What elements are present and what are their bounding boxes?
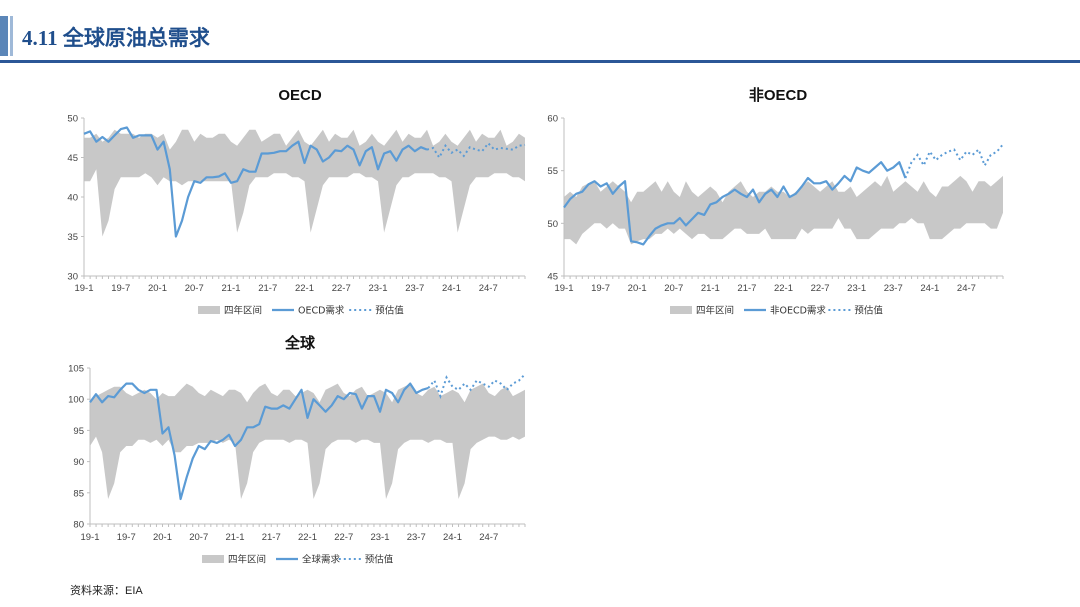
y-tick-label: 45 xyxy=(67,153,78,164)
y-tick-label: 35 xyxy=(67,232,78,243)
legend-label-band: 四年区间 xyxy=(228,554,266,566)
x-tick-label: 20-1 xyxy=(628,283,647,294)
band-area xyxy=(90,383,525,499)
x-tick-label: 24-7 xyxy=(957,283,976,294)
header-divider xyxy=(0,60,1080,63)
y-tick-label: 100 xyxy=(68,395,84,406)
x-tick-label: 22-7 xyxy=(334,532,353,543)
legend-label-actual: 全球需求 xyxy=(302,554,341,566)
x-tick-label: 19-7 xyxy=(591,283,610,294)
y-tick-label: 30 xyxy=(67,272,78,283)
x-tick-label: 23-1 xyxy=(370,532,389,543)
x-tick-label: 23-1 xyxy=(847,283,866,294)
x-tick-label: 20-7 xyxy=(189,532,208,543)
x-tick-label: 22-1 xyxy=(298,532,317,543)
x-tick-label: 19-1 xyxy=(80,532,99,543)
x-tick-label: 19-7 xyxy=(111,283,130,294)
x-tick-label: 23-1 xyxy=(368,283,387,294)
legend-swatch-band xyxy=(198,306,220,314)
header-accent-bar xyxy=(0,16,8,56)
y-tick-label: 85 xyxy=(73,488,84,499)
x-tick-label: 19-1 xyxy=(554,283,573,294)
x-tick-label: 24-1 xyxy=(442,283,461,294)
x-tick-label: 21-7 xyxy=(258,283,277,294)
page-title: 4.11 全球原油总需求 xyxy=(22,26,210,50)
x-tick-label: 23-7 xyxy=(405,283,424,294)
actual-line xyxy=(563,161,907,246)
legend-label-band: 四年区间 xyxy=(224,305,262,317)
chart-title: 非OECD xyxy=(749,86,808,104)
legend-label-actual: 非OECD需求 xyxy=(770,305,826,317)
y-tick-label: 50 xyxy=(67,114,78,125)
x-tick-label: 24-7 xyxy=(479,532,498,543)
chart-title: OECD xyxy=(278,87,322,104)
x-tick-label: 20-1 xyxy=(148,283,167,294)
chart-title: 全球 xyxy=(284,334,316,352)
y-tick-label: 95 xyxy=(73,426,84,437)
header-accent-bar-light xyxy=(10,16,13,56)
x-tick-label: 20-7 xyxy=(664,283,683,294)
y-tick-label: 90 xyxy=(73,457,84,468)
x-tick-label: 20-7 xyxy=(185,283,204,294)
x-tick-label: 23-7 xyxy=(884,283,903,294)
x-tick-label: 22-7 xyxy=(811,283,830,294)
x-tick-label: 19-7 xyxy=(117,532,136,543)
y-tick-label: 60 xyxy=(547,114,558,125)
x-tick-label: 22-1 xyxy=(774,283,793,294)
source-note: 资料来源：EIA xyxy=(70,585,143,597)
x-tick-label: 21-1 xyxy=(701,283,720,294)
y-tick-label: 105 xyxy=(68,364,84,375)
chart-non-oecd: 非OECD 45 50 55 60 19-1 19-7 20-1 20-7 21-1 21-7 22-… xyxy=(547,86,1004,317)
y-tick-label: 45 xyxy=(547,272,558,283)
x-tick-label: 19-1 xyxy=(74,283,93,294)
legend-swatch-band xyxy=(202,555,224,563)
band-area xyxy=(564,175,1003,245)
x-tick-label: 21-7 xyxy=(262,532,281,543)
x-tick-label: 24-1 xyxy=(443,532,462,543)
legend-label-forecast: 预估值 xyxy=(375,305,404,317)
y-tick-label: 55 xyxy=(547,166,558,177)
x-tick-label: 23-7 xyxy=(407,532,426,543)
x-tick-label: 24-1 xyxy=(920,283,939,294)
x-tick-label: 24-7 xyxy=(479,283,498,294)
chart-oecd: OECD 30 35 40 45 50 19-1 19-7 20-1 20-7 21-1 21-7 22… xyxy=(67,87,526,317)
legend-label-band: 四年区间 xyxy=(696,305,734,317)
actual-line xyxy=(89,382,429,501)
x-tick-label: 20-1 xyxy=(153,532,172,543)
forecast-line xyxy=(426,141,526,160)
legend-label-actual: OECD需求 xyxy=(298,305,345,317)
x-tick-label: 21-7 xyxy=(737,283,756,294)
legend-swatch-band xyxy=(670,306,692,314)
legend-label-forecast: 预估值 xyxy=(365,554,394,566)
forecast-line xyxy=(904,143,1004,179)
x-tick-label: 21-1 xyxy=(225,532,244,543)
y-tick-label: 80 xyxy=(73,520,84,531)
x-tick-label: 22-7 xyxy=(332,283,351,294)
chart-global: 全球 80 85 90 95 100 105 19-1 19-7 20-1 20-7 21-1 21-7… xyxy=(68,334,526,566)
actual-line xyxy=(83,126,428,238)
y-tick-label: 50 xyxy=(547,219,558,230)
x-tick-label: 22-1 xyxy=(295,283,314,294)
band-area xyxy=(84,129,525,237)
legend-label-forecast: 预估值 xyxy=(854,305,883,317)
y-tick-label: 40 xyxy=(67,193,78,204)
x-tick-label: 21-1 xyxy=(221,283,240,294)
